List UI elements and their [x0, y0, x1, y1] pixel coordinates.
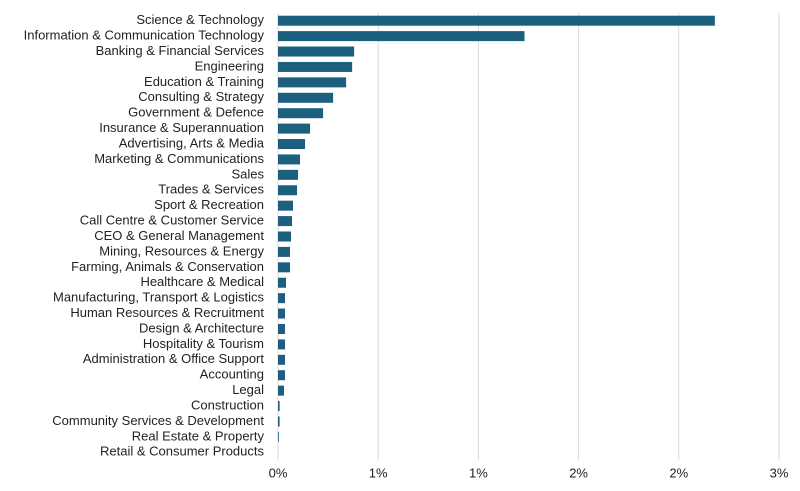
- bar: [278, 46, 355, 57]
- bar: [278, 339, 286, 350]
- bar: [278, 61, 353, 72]
- y-tick-label: Administration & Office Support: [83, 351, 265, 366]
- bar: [278, 262, 291, 273]
- bar: [278, 401, 280, 412]
- y-tick-label: Farming, Animals & Conservation: [71, 259, 264, 274]
- y-tick-label: Legal: [232, 382, 264, 397]
- bar: [278, 108, 324, 119]
- bar: [278, 370, 286, 381]
- x-tick-label: 1%: [469, 465, 488, 480]
- y-tick-label: Government & Defence: [128, 105, 264, 120]
- bar: [278, 200, 294, 211]
- y-tick-label: Design & Architecture: [139, 320, 264, 335]
- y-tick-label: Construction: [191, 397, 264, 412]
- bar: [278, 92, 334, 103]
- x-tick-label: 0%: [269, 465, 288, 480]
- x-tick-label: 3%: [770, 465, 789, 480]
- y-tick-label: Marketing & Communications: [94, 151, 264, 166]
- y-tick-label: Mining, Resources & Energy: [99, 243, 264, 258]
- y-tick-label: Human Resources & Recruitment: [70, 305, 264, 320]
- bar: [278, 308, 286, 319]
- bar: [278, 416, 280, 427]
- bar: [278, 277, 287, 288]
- y-tick-label: Science & Technology: [136, 12, 264, 27]
- bar: [278, 246, 291, 257]
- x-tick-label: 2%: [669, 465, 688, 480]
- bar: [278, 169, 299, 180]
- y-tick-label: Trades & Services: [158, 182, 264, 197]
- bar: [278, 123, 311, 134]
- bar: [278, 185, 298, 196]
- y-tick-label: Sport & Recreation: [154, 197, 264, 212]
- y-tick-label: Hospitality & Tourism: [143, 336, 264, 351]
- bar: [278, 154, 301, 165]
- y-tick-label: Insurance & Superannuation: [99, 120, 264, 135]
- y-tick-label: Retail & Consumer Products: [100, 444, 265, 459]
- bar: [278, 293, 286, 304]
- bar: [278, 431, 279, 442]
- bar: [278, 385, 285, 396]
- bar: [278, 31, 525, 42]
- y-tick-label: Call Centre & Customer Service: [80, 213, 264, 228]
- y-tick-label: Healthcare & Medical: [140, 274, 264, 289]
- y-tick-label: Manufacturing, Transport & Logistics: [53, 290, 264, 305]
- bar: [278, 216, 293, 227]
- bar: [278, 77, 347, 88]
- y-tick-label: Education & Training: [144, 74, 264, 89]
- bar: [278, 139, 306, 150]
- y-tick-label: Accounting: [200, 367, 264, 382]
- x-tick-label: 1%: [369, 465, 388, 480]
- y-tick-label: Community Services & Development: [52, 413, 264, 428]
- y-tick-label: Banking & Financial Services: [96, 43, 265, 58]
- x-tick-label: 2%: [569, 465, 588, 480]
- bar: [278, 231, 292, 242]
- y-tick-label: Information & Communication Technology: [24, 28, 265, 43]
- y-tick-label: Engineering: [195, 58, 264, 73]
- y-tick-label: CEO & General Management: [94, 228, 264, 243]
- bar: [278, 323, 286, 334]
- bar: [278, 354, 286, 365]
- y-tick-label: Real Estate & Property: [132, 428, 265, 443]
- bar: [278, 15, 715, 26]
- y-tick-label: Sales: [231, 166, 264, 181]
- y-tick-label: Advertising, Arts & Media: [119, 135, 265, 150]
- y-tick-label: Consulting & Strategy: [138, 89, 264, 104]
